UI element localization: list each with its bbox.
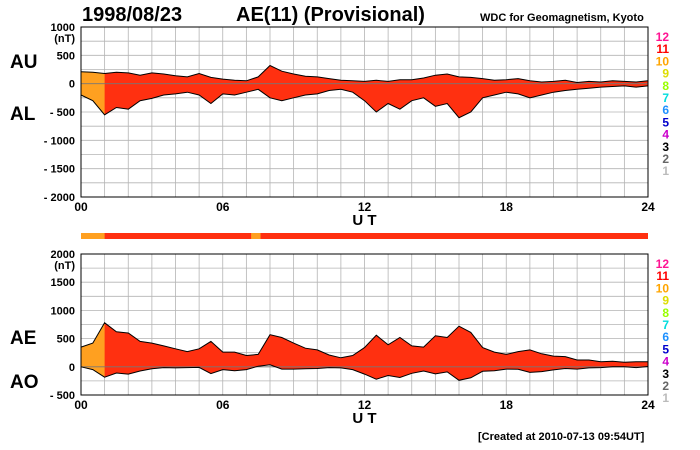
- upper-x-axis-label: U T: [352, 212, 376, 229]
- au-label: AU: [10, 52, 38, 73]
- lower-station-count-label: 7: [662, 318, 669, 332]
- lower-y-tick-label: 1500: [51, 277, 75, 289]
- upper-station-count-label: 7: [662, 91, 669, 105]
- upper-al-series-line: [80, 85, 649, 119]
- date-title: 1998/08/23: [82, 4, 183, 26]
- lower-station-count-label: 12: [656, 257, 670, 271]
- index-title: AE(11) (Provisional): [236, 4, 425, 26]
- upper-x-tick-label: 00: [74, 200, 88, 214]
- lower-band-area: [81, 322, 648, 381]
- lower-unit-label: (nT): [54, 260, 75, 272]
- upper-station-count-label: 10: [656, 54, 670, 68]
- upper-au-series-line: [80, 64, 649, 84]
- lower-y-tick-label: 2000: [51, 249, 75, 261]
- lower-station-count-label: 11: [656, 269, 669, 283]
- al-label: AL: [10, 104, 36, 125]
- upper-station-count-label: 9: [662, 67, 669, 81]
- lower-ao-series-line: [80, 364, 649, 381]
- upper-station-count-label: 12: [656, 30, 670, 44]
- lower-y-tick-label: 0: [69, 362, 75, 374]
- station-strip-background: [81, 233, 648, 239]
- data-source-label: WDC for Geomagnetism, Kyoto: [480, 12, 644, 24]
- upper-y-tick-label: - 1000: [44, 135, 75, 147]
- station-strip-segment: [81, 233, 105, 239]
- upper-station-count-label: 1: [662, 164, 669, 178]
- upper-station-count-label: 11: [656, 42, 669, 56]
- upper-y-tick-label: 500: [57, 50, 75, 62]
- lower-y-tick-label: 1000: [51, 305, 75, 317]
- upper-station-count-label: 8: [662, 79, 669, 93]
- upper-x-tick-label: 24: [641, 200, 655, 214]
- upper-y-tick-label: 0: [69, 79, 75, 91]
- lower-station-count-label: 8: [662, 306, 669, 320]
- ao-label: AO: [10, 372, 39, 393]
- upper-band-area: [81, 65, 648, 118]
- lower-station-count-label: 6: [662, 330, 669, 344]
- upper-plot-frame: [80, 26, 649, 198]
- created-timestamp: [Created at 2010-07-13 09:54UT]: [478, 431, 645, 443]
- upper-x-tick-label: 18: [500, 200, 514, 214]
- lower-station-count-label: 1: [662, 391, 669, 405]
- upper-y-tick-label: 1000: [51, 22, 75, 34]
- lower-x-tick-label: 12: [358, 398, 372, 412]
- lower-station-count-label: 10: [656, 281, 670, 295]
- lower-early-hour-area: [81, 322, 105, 378]
- lower-ae-series-line: [80, 322, 648, 363]
- station-strip-segment: [251, 233, 261, 239]
- lower-station-count-label: 3: [662, 367, 669, 381]
- lower-x-tick-label: 24: [641, 398, 655, 412]
- lower-station-count-label: 2: [662, 379, 669, 393]
- lower-x-axis-label: U T: [352, 410, 376, 427]
- upper-unit-label: (nT): [54, 33, 75, 45]
- upper-station-count-label: 6: [662, 103, 669, 117]
- upper-y-tick-label: - 500: [50, 107, 75, 119]
- upper-station-count-label: 4: [662, 128, 669, 142]
- lower-plot-frame: [80, 253, 649, 396]
- lower-x-tick-label: 00: [74, 398, 88, 412]
- upper-early-hour-area: [81, 71, 105, 115]
- lower-x-tick-label: 06: [216, 398, 230, 412]
- upper-y-tick-label: - 2000: [44, 192, 75, 204]
- lower-station-count-label: 5: [662, 342, 669, 356]
- lower-y-tick-label: 500: [57, 334, 75, 346]
- upper-x-tick-label: 12: [358, 200, 372, 214]
- lower-station-count-label: 9: [662, 294, 669, 308]
- lower-station-count-label: 4: [662, 355, 669, 369]
- ae-label: AE: [10, 328, 37, 349]
- upper-y-tick-label: - 1500: [44, 164, 75, 176]
- lower-y-tick-label: - 500: [50, 390, 75, 402]
- upper-station-count-label: 2: [662, 152, 669, 166]
- upper-x-tick-label: 06: [216, 200, 230, 214]
- lower-x-tick-label: 18: [500, 398, 514, 412]
- upper-station-count-label: 5: [662, 115, 669, 129]
- upper-station-count-label: 3: [662, 140, 669, 154]
